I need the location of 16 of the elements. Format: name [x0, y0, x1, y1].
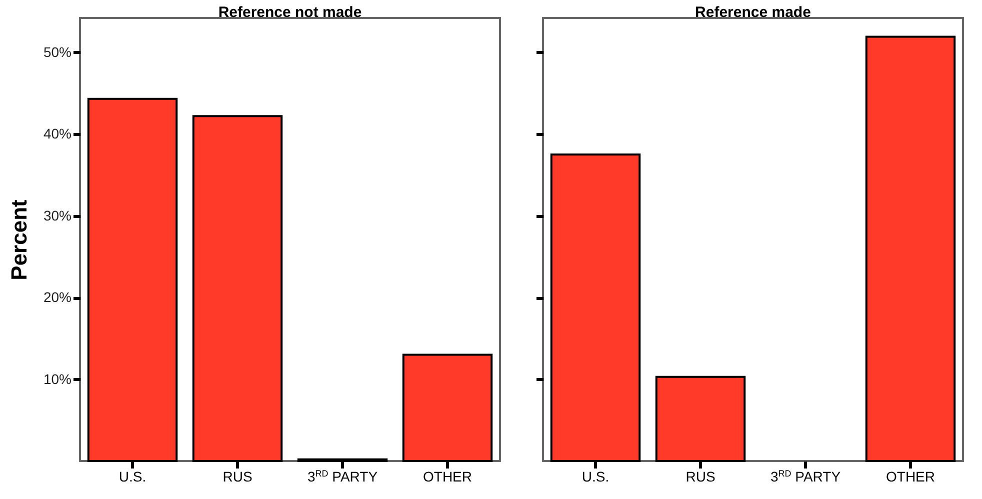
x-tick-label: 3$^{RD}$ PARTY	[770, 468, 842, 484]
x-tick-label: U.S.	[582, 468, 610, 484]
x-tick-label: 3$^{RD}$ PARTY	[307, 468, 378, 484]
x-tick-label: RUS	[686, 468, 716, 484]
y-tick-label: 40%	[43, 126, 72, 142]
y-tick-label: 20%	[43, 289, 72, 306]
x-tick-label: OTHER	[886, 468, 935, 484]
y-axis-title: Percent	[6, 198, 32, 280]
x-tick-label: RUS	[222, 468, 252, 484]
x-tick-label: U.S.	[118, 468, 146, 484]
y-tick-label: 10%	[43, 370, 72, 387]
y-tick-label: 50%	[43, 44, 72, 60]
y-tick-label: 30%	[43, 207, 72, 224]
chart-title: Reference made	[695, 4, 811, 21]
chart-title: Reference not made	[218, 4, 362, 21]
x-tick-label: OTHER	[423, 468, 472, 484]
